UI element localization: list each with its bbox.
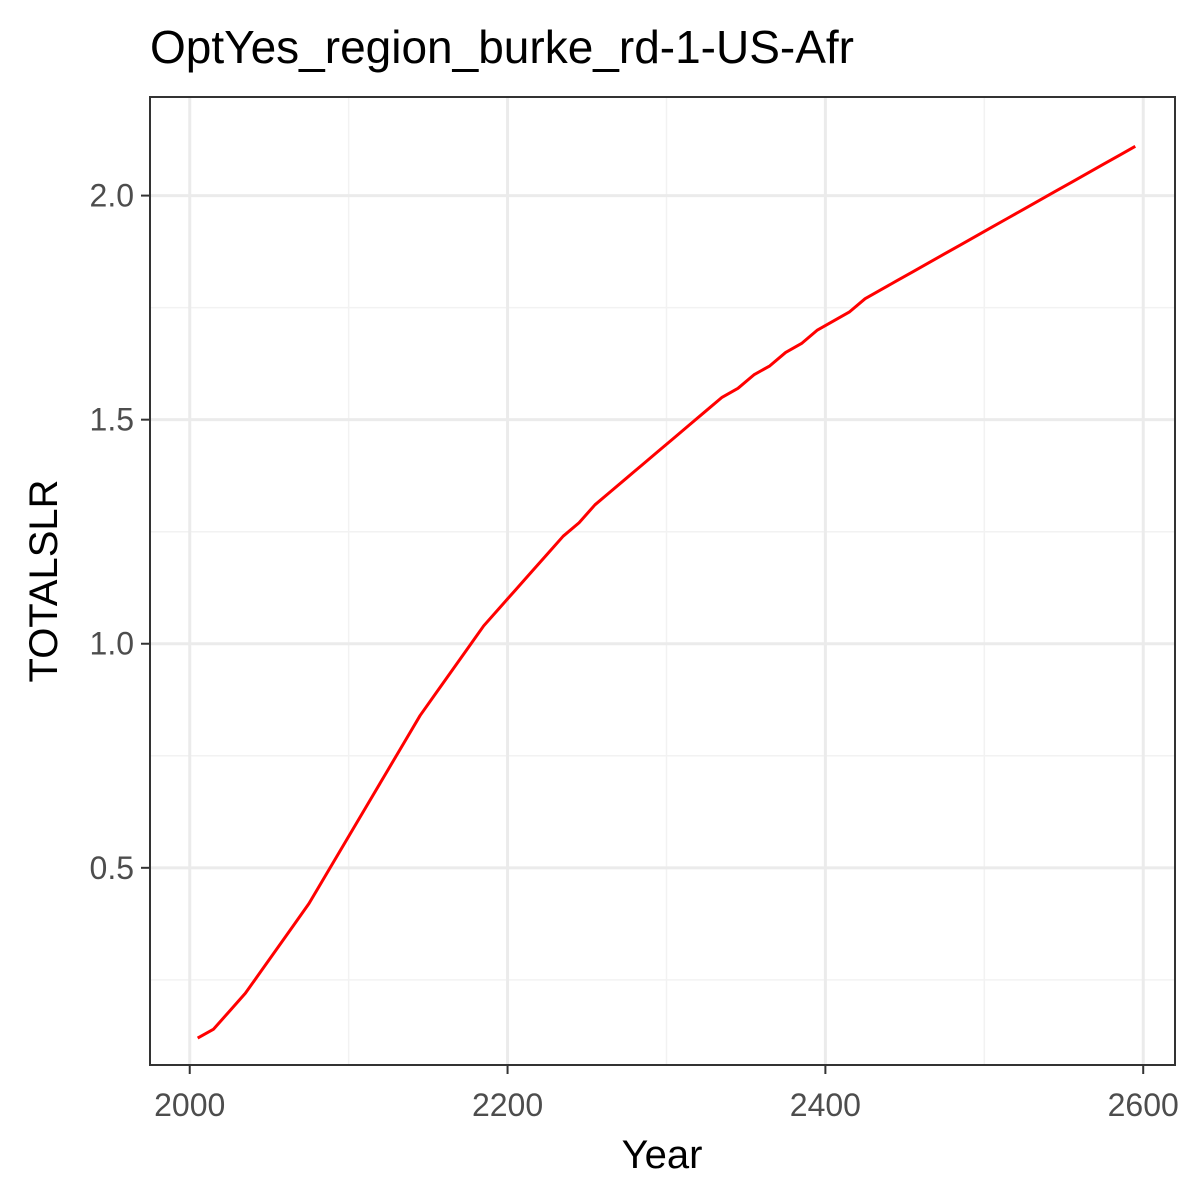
- plot-background: [150, 97, 1175, 1065]
- y-axis-title: TOTALSLR: [22, 479, 66, 682]
- y-tick-label: 2.0: [90, 178, 134, 214]
- series-line: [196, 144, 1137, 1040]
- x-axis-title: Year: [622, 1133, 703, 1177]
- chart-title: OptYes_region_burke_rd-1-US-Afr: [150, 21, 854, 73]
- y-tick-label: 1.0: [90, 626, 134, 662]
- plot-border: [149, 96, 1176, 1066]
- series-layer: [196, 144, 1137, 1040]
- minor-gridlines: [150, 97, 1175, 1065]
- major-gridlines: [150, 97, 1175, 1065]
- x-tick-label: 2600: [1108, 1087, 1179, 1123]
- x-tick-label: 2400: [790, 1087, 861, 1123]
- y-tick-label: 0.5: [90, 850, 134, 886]
- y-axis-ticks: 0.5 1.0 1.5 2.0: [90, 178, 150, 886]
- x-tick-label: 2200: [472, 1087, 543, 1123]
- x-tick-label: 2000: [154, 1087, 225, 1123]
- x-axis-ticks: 2000 2200 2400 2600: [154, 1065, 1179, 1123]
- y-tick-label: 1.5: [90, 402, 134, 438]
